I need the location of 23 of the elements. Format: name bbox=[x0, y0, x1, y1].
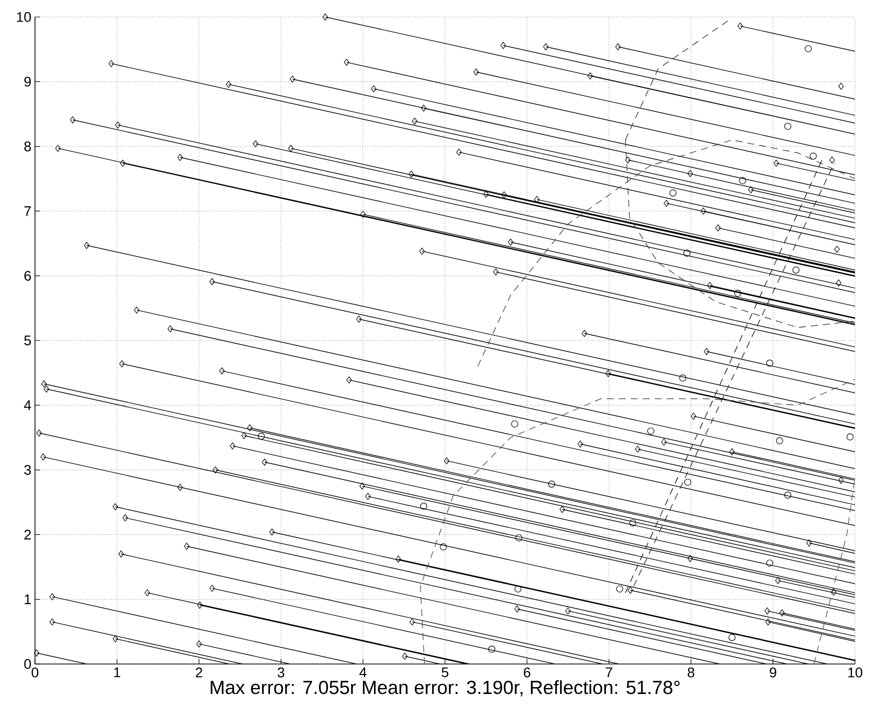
x-tick-label: 6 bbox=[524, 668, 530, 678]
y-tick-label: 9 bbox=[24, 76, 31, 87]
x-tick-label: 1 bbox=[114, 668, 120, 678]
x-tick-label: 7 bbox=[606, 668, 612, 678]
x-tick-label: 8 bbox=[688, 668, 694, 678]
x-tick-label: 2 bbox=[196, 668, 202, 678]
y-tick-label: 4 bbox=[24, 400, 32, 410]
x-tick-label: 5 bbox=[442, 668, 448, 678]
y-tick-label: 6 bbox=[24, 270, 31, 281]
x-tick-label: 0 bbox=[32, 668, 38, 678]
y-tick-label: 8 bbox=[24, 141, 31, 152]
x-tick-label: 4 bbox=[359, 668, 366, 678]
x-tick-label: 3 bbox=[278, 668, 284, 678]
y-tick-label: 7 bbox=[24, 206, 31, 216]
x-axis-title: Max error: 7.055r Mean error: 3.190r, Reflection: 51.78° bbox=[210, 680, 680, 696]
x-tick-label: 10 bbox=[848, 668, 862, 678]
y-tick-label: 10 bbox=[17, 12, 31, 22]
y-tick-label: 5 bbox=[24, 336, 31, 346]
y-tick-label: 2 bbox=[24, 530, 31, 540]
y-tick-label: 3 bbox=[24, 464, 31, 475]
y-tick-label: 0 bbox=[24, 659, 31, 669]
y-tick-label: 1 bbox=[24, 594, 31, 604]
x-tick-label: 9 bbox=[770, 668, 776, 678]
